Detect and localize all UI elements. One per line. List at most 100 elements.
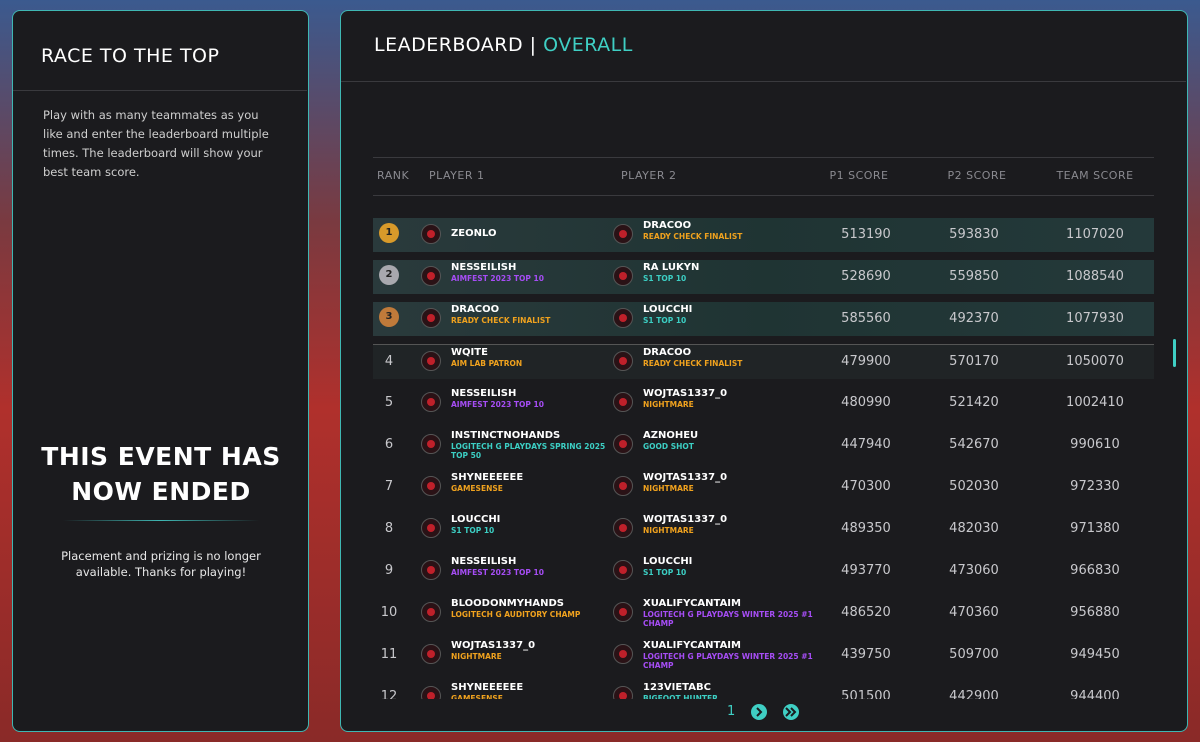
avatar	[613, 266, 633, 286]
player-badge: GOOD SHOT	[643, 442, 694, 451]
p2-score: 521420	[949, 395, 999, 410]
player-name: WQITE	[451, 347, 488, 358]
player-badge: BIGFOOT HUNTER	[643, 694, 718, 699]
p2-score: 473060	[949, 563, 999, 578]
player-badge: READY CHECK FINALIST	[643, 232, 743, 241]
pagination-buttons	[751, 704, 799, 720]
player-name: XUALIFYCANTAIM	[643, 640, 741, 651]
rank: 11	[380, 647, 398, 662]
player-name: AZNOHEU	[643, 430, 699, 441]
player-name: SHYNEEEEEE	[451, 682, 524, 693]
team-score: 971380	[1070, 521, 1120, 536]
avatar	[613, 560, 633, 580]
p2-score: 502030	[949, 479, 999, 494]
p2-score: 593830	[949, 227, 999, 242]
p2-score: 509700	[949, 647, 999, 662]
player-badge: NIGHTMARE	[451, 652, 502, 661]
team-score: 972330	[1070, 479, 1120, 494]
p1-score: 501500	[841, 689, 891, 699]
p1-score: 439750	[841, 647, 891, 662]
p2-score: 559850	[949, 269, 999, 284]
player-badge: S1 TOP 10	[643, 274, 687, 283]
team-score: 966830	[1070, 563, 1120, 578]
player-name: 123VIETABC	[643, 682, 711, 693]
player-name: NESSEILISH	[451, 388, 517, 399]
player-badge: GAMESENSE	[451, 484, 503, 493]
p2-score: 482030	[949, 521, 999, 536]
scrollbar[interactable]	[1173, 339, 1176, 367]
rank-medal: 3	[379, 307, 399, 327]
p1-score: 585560	[841, 311, 891, 326]
subtitle: OVERALL	[543, 34, 633, 56]
player-name: LOUCCHI	[451, 514, 501, 525]
avatar	[421, 602, 441, 622]
player-badge: LOGITECH G PLAYDAYS WINTER 2025 #1 CHAMP	[643, 652, 813, 670]
rank: 9	[384, 563, 394, 578]
avatar	[613, 308, 633, 328]
avatar	[613, 434, 633, 454]
leaderboard-row: 10 BLOODONMYHANDS LOGITECH G AUDITORY CHAM…	[373, 596, 1154, 630]
leaderboard-row: 11 WOJTAS1337_0 NIGHTMARE XUALIFYCANTAIM LOG…	[373, 638, 1154, 672]
avatar	[421, 686, 441, 699]
table-line	[373, 195, 1154, 196]
leaderboard-row: 4 WQITE AIM LAB PATRON DRACOO READY CHECK FI…	[373, 344, 1154, 379]
player-badge: READY CHECK FINALIST	[451, 316, 551, 325]
player-badge: S1 TOP 10	[451, 526, 495, 535]
rank: 7	[384, 479, 394, 494]
avatar	[421, 308, 441, 328]
player-badge: LOGITECH G AUDITORY CHAMP	[451, 610, 581, 619]
p2-score: 470360	[949, 605, 999, 620]
leaderboard-row: 3 DRACOO READY CHECK FINALIST LOUCCHI S1 TOP…	[373, 302, 1154, 336]
player-badge: AIMFEST 2023 TOP 10	[451, 568, 544, 577]
leaderboard-row: 5 NESSEILISH AIMFEST 2023 TOP 10 WOJTAS1337…	[373, 386, 1154, 420]
p2-score: 570170	[949, 354, 999, 369]
table-line	[373, 157, 1154, 158]
player-name: ZEONLO	[451, 228, 497, 239]
avatar	[613, 476, 633, 496]
team-score: 949450	[1070, 647, 1120, 662]
p2-score: 442900	[949, 689, 999, 699]
divider	[63, 520, 259, 521]
team-score: 1088540	[1066, 269, 1124, 284]
leaderboard-row: 7 SHYNEEEEEE GAMESENSE WOJTAS1337_0 NIGHTMAR…	[373, 470, 1154, 504]
avatar	[613, 644, 633, 664]
column-header: P2 SCORE	[947, 169, 1007, 182]
player-badge: NIGHTMARE	[643, 400, 694, 409]
player-badge: AIMFEST 2023 TOP 10	[451, 400, 544, 409]
avatar	[613, 602, 633, 622]
title: LEADERBOARD	[374, 34, 524, 56]
p1-score: 486520	[841, 605, 891, 620]
leaderboard-row: 1 ZEONLO DRACOO READY CHECK FINALIST 513190 5…	[373, 218, 1154, 252]
last-page[interactable]	[783, 704, 799, 720]
player-badge: AIMFEST 2023 TOP 10	[451, 274, 544, 283]
p2-score: 542670	[949, 437, 999, 452]
avatar	[613, 351, 633, 371]
avatar	[421, 392, 441, 412]
description: Play with as many teammates as you like …	[43, 108, 269, 179]
leaderboard-title: LEADERBOARD | OVERALL	[374, 34, 633, 56]
leaderboard-row: 12 SHYNEEEEEE GAMESENSE 123VIETABC BIGFOOT H…	[373, 680, 1154, 699]
ended-note: Placement and prizing is no longer avail…	[61, 549, 261, 579]
player-name: NESSEILISH	[451, 262, 517, 273]
team-score: 1002410	[1066, 395, 1124, 410]
column-header: TEAM SCORE	[1056, 169, 1134, 182]
p2-score: 492370	[949, 311, 999, 326]
avatar	[421, 476, 441, 496]
page-number[interactable]: 1	[727, 704, 736, 719]
player-name: RA LUKYN	[643, 262, 700, 273]
next-page[interactable]	[751, 704, 767, 720]
leaderboard-row: 8 LOUCCHI S1 TOP 10 WOJTAS1337_0 NIGHTMARE 48…	[373, 512, 1154, 546]
player-badge: READY CHECK FINALIST	[643, 359, 743, 368]
p1-score: 489350	[841, 521, 891, 536]
leaderboard-panel: LEADERBOARD | OVERALL 1 ZEONLO DRACOO READY…	[340, 10, 1188, 732]
p1-score: 470300	[841, 479, 891, 494]
player-badge: LOGITECH G PLAYDAYS WINTER 2025 #1 CHAMP	[643, 610, 813, 628]
column-header: P1 SCORE	[829, 169, 889, 182]
avatar	[421, 224, 441, 244]
avatar	[613, 518, 633, 538]
panel-title: RACE TO THE TOP	[41, 45, 220, 67]
avatar	[421, 560, 441, 580]
player-name: WOJTAS1337_0	[451, 640, 536, 651]
team-score: 1050070	[1066, 354, 1124, 369]
avatar	[421, 518, 441, 538]
